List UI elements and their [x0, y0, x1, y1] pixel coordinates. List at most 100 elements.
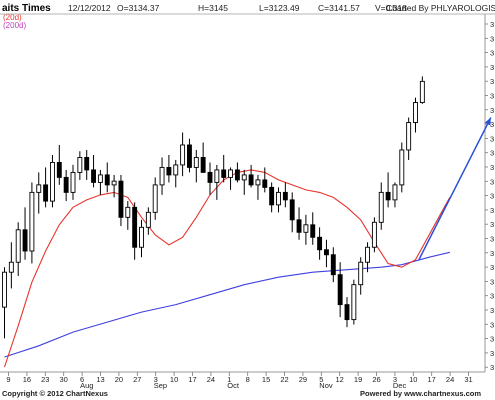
y-axis: 3 3 3 3 3 3 3 3 3 3 3 3 3 3 3 3 3 3 3 3 3 3 3 3 3	[485, 20, 494, 372]
x-tick-label: 26	[372, 375, 380, 384]
footer-copyright: Copyright © 2012 ChartNexus	[2, 389, 108, 398]
candle	[324, 239, 329, 268]
y-tick-label: 3	[490, 120, 494, 129]
candle-body-down	[132, 206, 138, 248]
x-tick-label: 9	[6, 375, 10, 384]
candle-body-up	[392, 184, 398, 201]
candle-body-down	[43, 184, 49, 202]
candle	[310, 212, 316, 245]
legend-ma20: (20d)	[3, 13, 22, 22]
candle	[159, 157, 165, 195]
candle	[234, 162, 240, 183]
candle-body-up	[406, 122, 412, 151]
candle-body-down	[269, 186, 275, 206]
header-open: O=3134.37	[117, 3, 160, 13]
candle-body-down	[186, 144, 192, 168]
candle-body-down	[166, 166, 172, 176]
candle	[43, 167, 49, 208]
candle-body-down	[289, 199, 295, 221]
y-tick-label: 3	[490, 192, 494, 201]
x-tick-label: 5	[319, 375, 323, 384]
x-month-label: Nov	[319, 381, 333, 390]
candle-body-up	[111, 180, 117, 186]
x-tick-label: 12	[336, 375, 344, 384]
candle-body-down	[104, 174, 110, 186]
candle-body-up	[351, 284, 357, 321]
candle	[139, 219, 144, 258]
candle-body-down	[91, 169, 97, 183]
candle-body-up	[358, 261, 364, 286]
candle-body-up	[371, 221, 377, 248]
x-tick-label: 3	[393, 375, 397, 384]
candle-body-down	[56, 161, 62, 178]
candle	[111, 174, 117, 198]
candle	[29, 182, 35, 264]
candle-body-up	[77, 156, 83, 173]
candle-body-up	[29, 191, 35, 252]
candle-body-down	[248, 174, 254, 186]
header-close: C=3141.57	[318, 3, 360, 13]
y-tick-label: 3	[490, 277, 494, 286]
candle-body-up	[378, 191, 384, 223]
x-tick-label: 19	[354, 375, 362, 384]
candle	[419, 76, 425, 104]
chart-title: aits Times	[2, 3, 51, 14]
x-month-label: Sep	[154, 381, 167, 390]
candle	[351, 279, 357, 325]
candle	[296, 207, 302, 240]
candle-body-up	[193, 156, 199, 168]
candle-body-down	[337, 274, 343, 306]
candle	[255, 174, 261, 200]
candle-body-up	[139, 226, 144, 248]
candle-body-down	[282, 191, 288, 201]
candle-body-up	[214, 169, 220, 183]
x-tick-label: 24	[207, 375, 215, 384]
candle	[145, 207, 151, 235]
x-tick-label: 10	[170, 375, 178, 384]
candle-body-up	[8, 261, 14, 273]
candle	[118, 174, 124, 227]
candle	[385, 172, 391, 208]
candle	[132, 202, 138, 260]
x-tick-label: 17	[428, 375, 436, 384]
candle	[413, 97, 418, 133]
candle	[15, 222, 21, 276]
x-tick-label: 3	[154, 375, 158, 384]
candle	[2, 267, 7, 339]
candle	[365, 242, 370, 273]
candle	[289, 192, 295, 233]
candle	[317, 227, 323, 260]
x-tick-label: 24	[446, 375, 454, 384]
candle	[63, 169, 69, 202]
candle-body-down	[324, 249, 329, 256]
candle-body-down	[262, 179, 268, 188]
candle	[77, 151, 83, 180]
candles-layer	[2, 76, 425, 339]
candle-body-down	[84, 156, 90, 171]
x-tick-label: 29	[299, 375, 307, 384]
candle	[406, 117, 412, 160]
y-tick-label: 3	[490, 320, 494, 329]
candle-body-down	[344, 304, 350, 321]
candle	[228, 167, 234, 190]
y-tick-label: 3	[490, 235, 494, 244]
y-tick-label: 3	[490, 34, 494, 43]
candle-body-up	[419, 80, 425, 104]
watermark: Charted By PHLYAROLOGIST	[386, 3, 495, 13]
x-tick-label: 23	[41, 375, 49, 384]
candle	[276, 187, 281, 213]
candle-body-up	[413, 102, 418, 123]
header-volume: V=0.318	[375, 3, 407, 13]
legend-ma200: (200d)	[3, 21, 26, 30]
candle	[36, 172, 42, 214]
candle	[269, 182, 275, 213]
candle-body-up	[145, 211, 151, 228]
candle	[166, 154, 172, 183]
x-tick-label: 15	[262, 375, 270, 384]
candle	[221, 154, 227, 183]
candle	[173, 159, 179, 188]
candle-body-down	[296, 219, 302, 233]
candle-body-up	[15, 229, 21, 263]
